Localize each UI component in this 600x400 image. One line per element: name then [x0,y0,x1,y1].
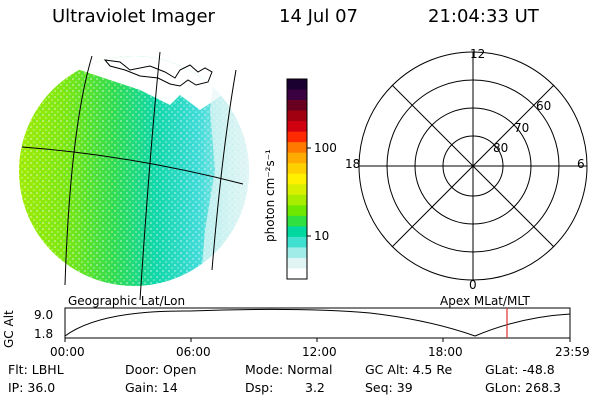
lat-lon-grid [21,51,244,301]
time-tick-0000: 00:00 [50,345,85,359]
dsp-value: 3.2 [305,380,325,395]
altitude-plot [64,307,571,342]
colorbar-tick-10: 10 [314,229,330,243]
date-label: 14 Jul 07 [279,6,358,27]
colorbar-cell [287,110,307,122]
time-label: 21:04:33 UT [428,6,539,27]
colorbar-cell [287,194,307,206]
colorbar-cell [287,247,307,259]
ip-info: IP: 36.0 [8,380,56,395]
glat-info: GLat: -48.8 [485,362,555,377]
colorbar-cell [287,131,307,143]
color-scale-bar [286,78,311,280]
colorbar-cell [287,89,307,101]
colorbar-cell [287,152,307,164]
seq-info: Seq: 39 [365,380,413,395]
altitude-tick-9: 9.0 [34,308,54,322]
glon-info: GLon: 268.3 [485,380,561,395]
colorbar-cell [287,226,307,238]
filter-info: Flt: LBHL [8,362,64,377]
mlat-label-80: 80 [493,141,509,155]
gain-info: Gain: 14 [125,380,178,395]
time-tick-1200: 12:00 [302,345,337,359]
app-title: Ultraviolet Imager [52,6,215,27]
colorbar-cell [287,173,307,185]
colorbar-cell [287,142,307,154]
time-tick-1800: 18:00 [428,345,463,359]
colorbar-cell [287,163,307,175]
polar-plot [358,51,588,281]
gc-alt-info: GC Alt: 4.5 Re [365,362,453,377]
colorbar-cell [287,205,307,217]
colorbar-cell [287,215,307,227]
colorbar-cell [287,100,307,112]
mode-info: Mode: Normal [245,362,333,377]
apex-panel-label: Apex MLat/MLT [440,294,530,308]
time-tick-2359: 23:59 [555,345,590,359]
colorbar-cell [287,79,307,91]
colorbar-tick-100: 100 [314,141,337,155]
colorbar-cell [287,268,307,280]
geographic-panel-label: Geographic Lat/Lon [68,294,186,308]
altitude-curve [64,308,571,337]
colorbar-cell [287,184,307,196]
colorbar-cell [287,121,307,133]
colorbar-unit-label: photon cm⁻²s⁻¹ [263,149,277,242]
mlat-label-60: 60 [536,99,552,113]
uv-earth-image [19,56,249,286]
mlt-label-18: 18 [345,157,361,171]
mlat-label-70: 70 [514,121,530,135]
mlt-label-12: 12 [470,47,486,61]
time-tick-0600: 06:00 [176,345,211,359]
mlt-label-0: 0 [469,278,477,292]
colorbar-cell [287,236,307,248]
coastline [103,59,213,87]
mlt-label-6: 6 [577,157,585,171]
dsp-label: Dsp: [245,380,274,395]
altitude-axis-label: GC Alt [2,310,16,348]
door-info: Door: Open [125,362,197,377]
colorbar-cell [287,257,307,269]
altitude-tick-1-8: 1.8 [34,327,54,341]
